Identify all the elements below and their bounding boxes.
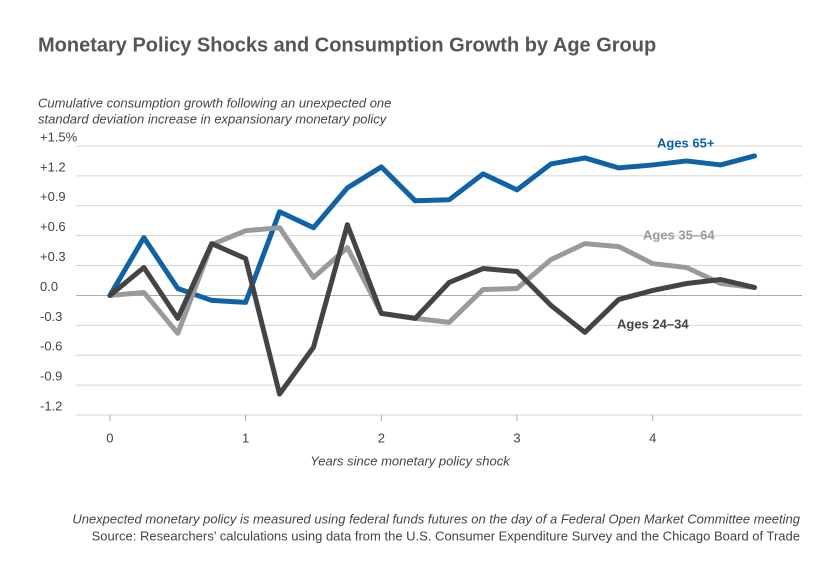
series-label: Ages 35–64: [643, 227, 715, 242]
y-tick-label: +1.5%: [40, 129, 78, 144]
x-axis-label: Years since monetary policy shock: [310, 453, 511, 468]
y-tick-label: +0.6: [40, 219, 66, 234]
source: Source: Researchers’ calculations using …: [92, 528, 800, 543]
y-tick-label: +0.9: [40, 189, 66, 204]
subtitle: Cumulative consumption growth following …: [38, 95, 391, 110]
x-tick-label: 3: [513, 430, 520, 445]
series-line: [107, 222, 758, 397]
note: Unexpected monetary policy is measured u…: [72, 511, 800, 526]
chart-title: Monetary Policy Shocks and Consumption G…: [38, 34, 656, 56]
y-tick-label: +1.2: [40, 159, 66, 174]
x-tick-label: 1: [242, 430, 249, 445]
series-line: [107, 153, 758, 305]
y-tick-label: 0.0: [40, 279, 58, 294]
x-tick-label: 2: [378, 430, 385, 445]
x-tick-label: 0: [106, 430, 113, 445]
series-label: Ages 65+: [657, 135, 715, 150]
y-tick-label: -0.6: [40, 339, 62, 354]
x-tick-label: 4: [649, 430, 656, 445]
y-tick-label: -0.3: [40, 309, 62, 324]
y-tick-label: -0.9: [40, 369, 62, 384]
series-label: Ages 24–34: [617, 316, 689, 331]
y-tick-label: +0.3: [40, 249, 66, 264]
series-line: [107, 225, 758, 336]
y-tick-label: -1.2: [40, 398, 62, 413]
subtitle: standard deviation increase in expansion…: [38, 111, 388, 126]
